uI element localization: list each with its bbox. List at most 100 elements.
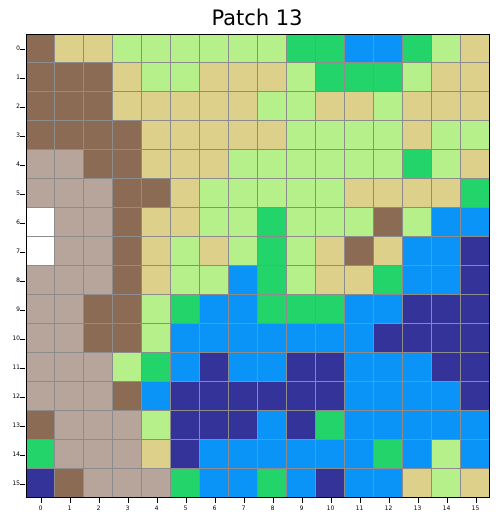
grid-cell [26, 382, 55, 411]
grid-cell [461, 237, 490, 266]
grid-cell [432, 295, 461, 324]
grid-cell [316, 411, 345, 440]
grid-cell [84, 237, 113, 266]
grid-cell [229, 440, 258, 469]
grid-cell [171, 121, 200, 150]
x-tick [446, 498, 448, 503]
x-tick [127, 498, 129, 503]
grid-cell [142, 469, 171, 498]
grid-cell [432, 150, 461, 179]
x-tick [243, 498, 245, 503]
grid-cell [374, 353, 403, 382]
x-tick [185, 498, 187, 503]
grid-cell [316, 92, 345, 121]
grid-cell [142, 63, 171, 92]
grid-cell [461, 469, 490, 498]
grid-cell [374, 469, 403, 498]
grid-cell [432, 121, 461, 150]
grid-cell [84, 34, 113, 63]
grid-cell [200, 121, 229, 150]
grid-cell [26, 469, 55, 498]
grid-cell [287, 237, 316, 266]
grid-cell [113, 150, 142, 179]
grid-cell [258, 150, 287, 179]
grid-cell [316, 353, 345, 382]
grid-cell [26, 440, 55, 469]
grid-cell [403, 121, 432, 150]
grid-cell [287, 353, 316, 382]
grid-cell [84, 295, 113, 324]
grid-cell [142, 34, 171, 63]
grid-cell [316, 324, 345, 353]
x-tick [417, 498, 419, 503]
y-tick [20, 222, 25, 224]
grid-cell [84, 179, 113, 208]
grid-cell [374, 34, 403, 63]
grid-cell [229, 382, 258, 411]
grid-cell [113, 34, 142, 63]
grid-cell [403, 295, 432, 324]
grid-cell [461, 208, 490, 237]
grid-cell [142, 208, 171, 237]
grid-cell [345, 411, 374, 440]
grid-cell [84, 63, 113, 92]
grid-cell [142, 92, 171, 121]
grid-cell [258, 34, 287, 63]
x-tick-label: 0 [38, 505, 43, 512]
grid-cell [316, 295, 345, 324]
grid-cell [113, 469, 142, 498]
grid-cell [55, 469, 84, 498]
grid-cell [461, 34, 490, 63]
grid-cell [200, 411, 229, 440]
grid-cell [258, 266, 287, 295]
grid-cell [432, 34, 461, 63]
grid-cell [316, 208, 345, 237]
grid-cell [26, 150, 55, 179]
grid-cell [374, 237, 403, 266]
grid-cell [229, 150, 258, 179]
grid-cell [26, 92, 55, 121]
grid-cell [55, 353, 84, 382]
grid-cell [345, 179, 374, 208]
x-tick-label: 6 [212, 505, 217, 512]
grid-cell [403, 266, 432, 295]
x-tick [272, 498, 274, 503]
grid-cell [171, 150, 200, 179]
grid-cell [142, 150, 171, 179]
grid-cell [55, 440, 84, 469]
y-tick-label: 9 [16, 305, 20, 313]
grid-cell [84, 411, 113, 440]
grid-cell [26, 411, 55, 440]
grid-cell [84, 150, 113, 179]
grid-cell [55, 208, 84, 237]
grid-cell [55, 121, 84, 150]
grid-cell [461, 324, 490, 353]
grid-cell [345, 121, 374, 150]
grid-cell [171, 295, 200, 324]
grid-cell [287, 208, 316, 237]
y-tick-label: 8 [16, 276, 20, 284]
grid-cell [461, 382, 490, 411]
x-tick [330, 498, 332, 503]
y-tick-label: 13 [12, 421, 20, 429]
grid-cell [403, 179, 432, 208]
x-tick-label: 12 [384, 505, 393, 512]
grid-cell [403, 92, 432, 121]
grid-plot: 0 1 2 3 4 5 6 7 8 9 10 11 12 13 14 15 0 1 2 3 4 5 6 7 8 9 10 11 12 13… [12, 34, 490, 512]
grid-cell [316, 63, 345, 92]
grid-cell [287, 266, 316, 295]
grid-cell [229, 469, 258, 498]
grid-cell [113, 208, 142, 237]
x-tick-label: 13 [413, 505, 422, 512]
grid-cell [55, 150, 84, 179]
grid-cell [142, 382, 171, 411]
grid-cell [287, 411, 316, 440]
grid-cell [403, 324, 432, 353]
grid-cell [55, 324, 84, 353]
y-tick-label: 3 [16, 131, 20, 139]
grid-cell [171, 382, 200, 411]
grid-cell [258, 237, 287, 266]
grid-cell [345, 34, 374, 63]
y-tick-label: 7 [16, 247, 20, 255]
y-tick-label: 10 [12, 334, 20, 342]
